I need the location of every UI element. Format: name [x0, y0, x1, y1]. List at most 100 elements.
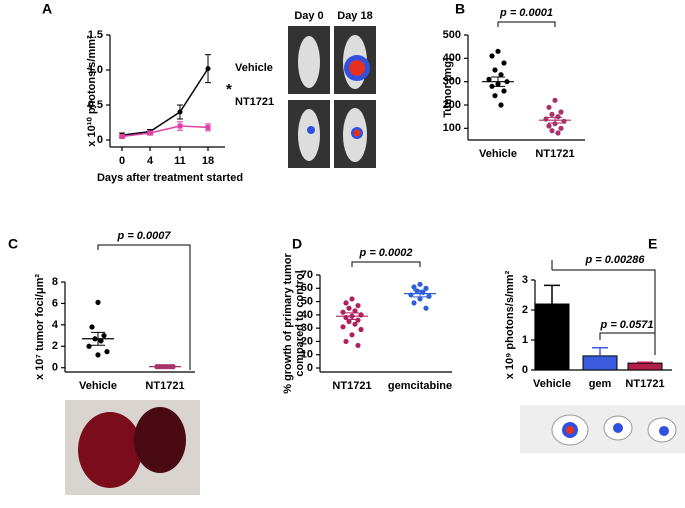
marker — [206, 66, 211, 71]
y-axis-label: compared to control — [294, 270, 306, 376]
y-tick-label: 4 — [52, 319, 59, 331]
bar — [583, 356, 617, 370]
data-point — [104, 349, 109, 354]
data-point — [498, 72, 503, 77]
panel-letter: E — [648, 236, 657, 252]
mouse — [298, 36, 320, 88]
data-point — [411, 300, 416, 305]
y-tick-label: 1 — [522, 334, 528, 346]
data-point — [549, 128, 554, 133]
bracket — [600, 333, 655, 355]
bracket — [98, 245, 190, 370]
liver-photo — [65, 400, 200, 495]
data-point — [346, 306, 351, 311]
x-tick-label: NT1721 — [535, 148, 574, 160]
x-axis-label: Days after treatment started — [97, 172, 243, 184]
data-point — [558, 109, 563, 114]
x-tick-label: 0 — [119, 155, 125, 167]
y-tick-label: 2 — [522, 304, 528, 316]
x-tick-label: gemcitabine — [388, 380, 452, 392]
data-point — [95, 300, 100, 305]
y-tick-label: 500 — [443, 29, 461, 41]
data-point — [555, 130, 560, 135]
marker — [120, 134, 125, 139]
data-point — [549, 112, 554, 117]
x-tick-label: gem — [589, 378, 612, 390]
x-tick-label: Vehicle — [479, 148, 517, 160]
data-point — [501, 60, 506, 65]
y-tick-label: 2 — [52, 340, 58, 352]
panel-letter: C — [8, 236, 18, 252]
marker — [148, 131, 153, 136]
panel-letter: A — [42, 1, 52, 17]
y-tick-label: 6 — [52, 297, 58, 309]
data-point — [558, 126, 563, 131]
liver — [78, 412, 142, 488]
data-point — [501, 88, 506, 93]
signal — [349, 60, 365, 76]
data-point — [358, 327, 363, 332]
data-point — [492, 67, 497, 72]
y-axis-label: % growth of primary tumor — [282, 253, 294, 394]
image-label: Day 18 — [337, 10, 372, 22]
signal — [613, 423, 623, 433]
panel-letter: D — [292, 236, 302, 252]
mouse-images — [288, 26, 376, 168]
x-tick-label: 18 — [202, 155, 214, 167]
y-tick-label: 0 — [522, 364, 528, 376]
signal — [566, 426, 574, 434]
data-point — [498, 102, 503, 107]
data-point — [340, 310, 345, 315]
data-point — [349, 296, 354, 301]
panel-letter: B — [455, 1, 465, 17]
signal — [354, 130, 361, 137]
data-point — [552, 98, 557, 103]
x-tick-label: 4 — [147, 155, 154, 167]
p-value: p = 0.0002 — [359, 247, 413, 259]
x-tick-label: NT1721 — [332, 380, 371, 392]
series-label: NT1721 — [235, 96, 274, 108]
p-value: p = 0.0571 — [600, 319, 654, 331]
bar — [628, 363, 662, 370]
error-bar — [592, 348, 608, 356]
y-tick-label: 0 — [307, 362, 313, 374]
series-line — [122, 69, 208, 136]
data-point — [355, 303, 360, 308]
p-value: p = 0.0001 — [499, 7, 553, 19]
x-tick-label: NT1721 — [625, 378, 664, 390]
y-axis-label: x 10⁷ tumor foci/μm² — [34, 274, 46, 380]
image-label: Day 0 — [294, 10, 323, 22]
data-point — [546, 123, 551, 128]
marker — [178, 110, 183, 115]
data-point — [426, 294, 431, 299]
data-point — [95, 352, 100, 357]
data-point — [546, 105, 551, 110]
data-point — [495, 49, 500, 54]
mouse — [298, 109, 320, 161]
y-tick-label: 100 — [443, 122, 461, 134]
bracket — [498, 22, 555, 27]
error-bar — [544, 285, 560, 304]
data-point — [86, 344, 91, 349]
data-point — [89, 324, 94, 329]
bracket — [352, 262, 420, 267]
signal — [307, 126, 315, 134]
marker — [178, 124, 183, 129]
x-tick-label: Vehicle — [533, 378, 571, 390]
data-point — [340, 324, 345, 329]
data-point — [543, 116, 548, 121]
y-axis-label: x 10¹⁰ photons/s/mm² — [86, 35, 98, 147]
data-point — [343, 300, 348, 305]
x-tick-label: 11 — [174, 155, 186, 167]
data-point — [349, 332, 354, 337]
data-point — [423, 306, 428, 311]
x-tick-label: NT1721 — [145, 380, 184, 392]
tumor-photo — [520, 405, 685, 453]
p-value: p = 0.00286 — [584, 254, 645, 266]
y-tick-label: 0 — [52, 362, 58, 374]
data-point — [489, 53, 494, 58]
data-point — [414, 288, 419, 293]
signal — [659, 426, 669, 436]
y-axis-label: x 10⁹ photons/s/mm² — [504, 270, 516, 379]
